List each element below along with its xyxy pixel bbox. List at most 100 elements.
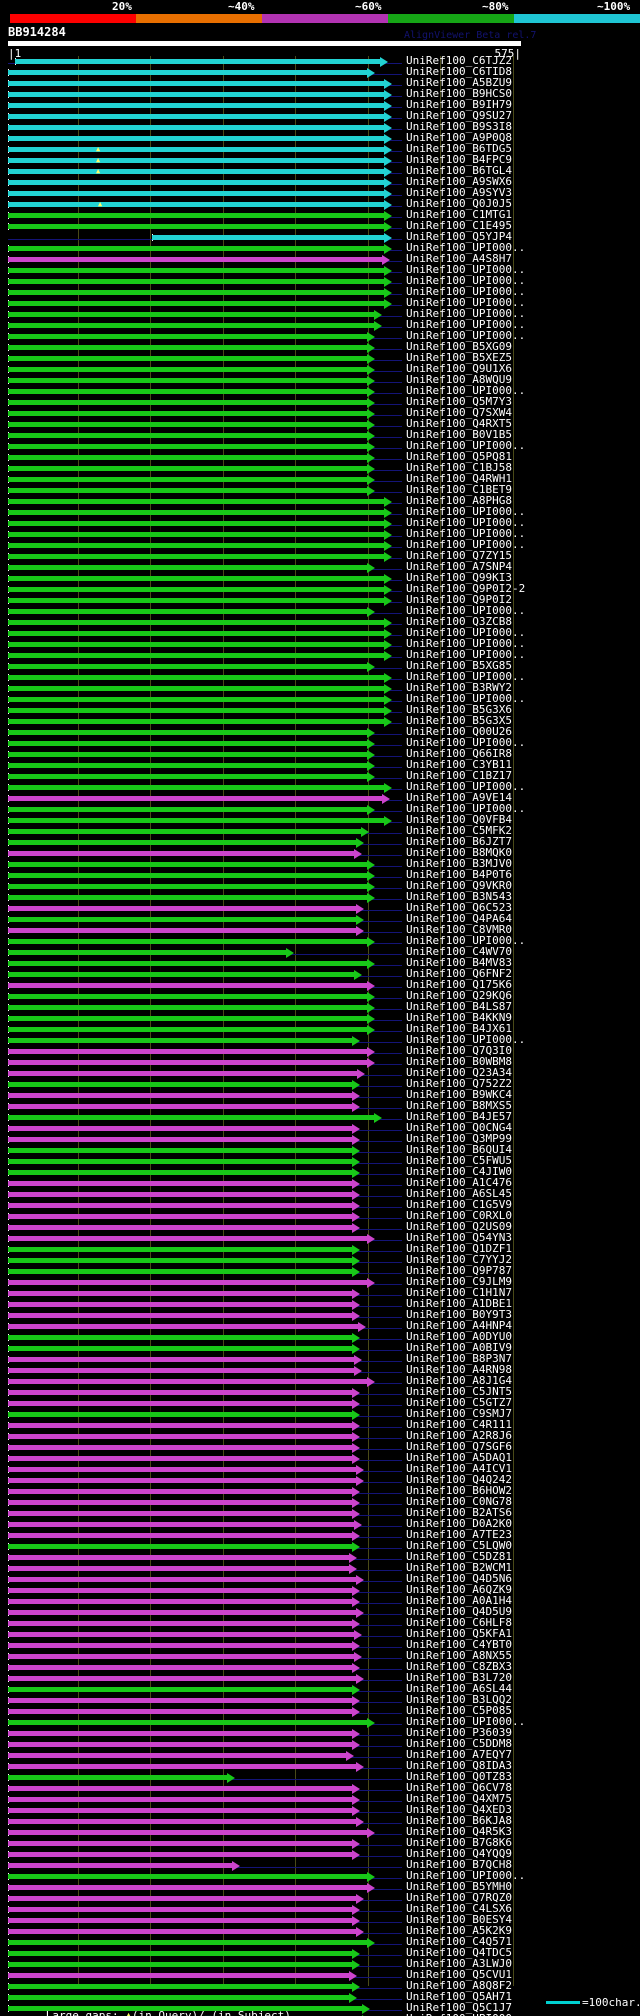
hit-label[interactable]: UniRef100_Q6FNF2 [406,967,512,980]
hsp-bar[interactable] [8,1016,367,1021]
hit-row[interactable]: UniRef100_B5XG09 [0,341,640,353]
hsp-bar[interactable] [8,499,384,504]
hit-label[interactable]: UniRef100_A9SWX6 [406,175,512,188]
hit-label[interactable]: UniRef100_B3LQQ2 [406,1693,512,1706]
hsp-bar[interactable] [8,1753,346,1758]
hit-label[interactable]: UniRef100_A0A1H4 [406,1594,512,1607]
hit-label[interactable]: UniRef100_B2WCM1 [406,1561,512,1574]
hsp-bar[interactable] [8,1533,352,1538]
hit-label[interactable]: UniRef100_B5G3X6 [406,703,512,716]
hsp-bar[interactable] [8,1731,352,1736]
hit-row[interactable]: UniRef100_A5DAQ1 [0,1452,640,1464]
hit-row[interactable]: UniRef100_UPI000.. [0,440,640,452]
hit-row[interactable]: UniRef100_C1BJ58 [0,462,640,474]
hit-row[interactable]: UniRef100_Q4YQQ9 [0,1848,640,1860]
hit-label[interactable]: UniRef100_UPI000.. [406,285,526,298]
hsp-bar[interactable] [15,59,380,64]
hit-row[interactable]: UniRef100_Q4TDC5 [0,1947,640,1959]
hit-label[interactable]: UniRef100_B4JE57 [406,1110,512,1123]
hit-row[interactable]: UniRef100_A2R8J6 [0,1429,640,1442]
hit-row[interactable]: UniRef100_UPI000.. [0,242,640,254]
hit-row[interactable]: UniRef100_UPI000.. [0,319,640,331]
hsp-bar[interactable] [8,1643,352,1648]
hit-row[interactable]: UniRef100_UPI000.. [0,330,640,342]
hit-label[interactable]: UniRef100_Q175K6 [406,978,512,991]
hit-row[interactable]: UniRef100_Q5KFA1 [0,1628,640,1640]
hit-row[interactable]: UniRef100_B4LS87 [0,1001,640,1013]
hit-label[interactable]: UniRef100_C5JNT5 [406,1385,512,1398]
hit-label[interactable]: UniRef100_C5FWU5 [406,1154,512,1167]
hit-label[interactable]: UniRef100_Q4D5N6 [406,1572,512,1585]
hit-row[interactable]: UniRef100_Q4R5K3 [0,1826,640,1838]
hsp-bar[interactable] [8,147,384,152]
hit-row[interactable]: UniRef100_B0ESY4 [0,1914,640,1926]
hsp-bar[interactable] [8,1192,352,1197]
hit-label[interactable]: UniRef100_Q0J0J5 [406,197,512,210]
hit-label[interactable]: UniRef100_C1BZ17 [406,769,512,782]
hit-label[interactable]: UniRef100_B0WBM8 [406,1055,512,1068]
hit-row[interactable]: UniRef100_A8WQU9 [0,374,640,386]
hsp-bar[interactable] [8,1786,352,1791]
hsp-bar[interactable] [8,1841,352,1846]
hsp-bar[interactable] [8,1665,352,1670]
hit-label[interactable]: UniRef100_A2R8J6 [406,1429,512,1442]
hsp-bar[interactable] [8,576,384,581]
hit-row[interactable]: UniRef100_B3LQQ2 [0,1693,640,1706]
hit-row[interactable]: UniRef100_A8Q8F2 [0,1980,640,1992]
hsp-bar[interactable] [8,1951,352,1956]
hit-row[interactable]: UniRef100_C1MTG1 [0,209,640,221]
hsp-bar[interactable] [8,1632,354,1637]
hit-label[interactable]: UniRef100_B0Y9T3 [406,1308,512,1321]
hit-row[interactable]: UniRef100_B6JZT7 [0,836,640,848]
hit-row[interactable]: UniRef100_B8MQK0 [0,847,640,859]
hsp-bar[interactable] [8,1357,354,1362]
hsp-bar[interactable] [8,1742,352,1747]
hsp-bar[interactable] [8,1577,356,1582]
hit-row[interactable]: UniRef100_Q6FNF2 [0,967,640,980]
hsp-bar[interactable] [8,312,374,317]
hsp-bar[interactable] [8,422,367,427]
hsp-bar[interactable] [8,1434,352,1439]
hsp-bar[interactable] [8,1423,352,1428]
hsp-bar[interactable] [8,1412,352,1417]
hit-label[interactable]: UniRef100_Q0CNG4 [406,1121,512,1134]
hit-row[interactable]: UniRef100_B6KJA8 [0,1815,640,1827]
hit-row[interactable]: UniRef100_B4FPC9 [0,154,640,166]
hit-row[interactable]: UniRef100_A0DYU0 [0,1331,640,1343]
hit-label[interactable]: UniRef100_Q7ZY15 [406,549,512,562]
hit-label[interactable]: UniRef100_A4S8H7 [406,252,512,265]
hsp-bar[interactable] [8,400,367,405]
hsp-bar[interactable] [8,510,384,515]
hsp-bar[interactable] [8,1907,352,1912]
hit-row[interactable]: UniRef100_UPI000.. [0,1870,640,1882]
hit-label[interactable]: UniRef100_C7YYJ2 [406,1253,512,1266]
hit-row[interactable]: UniRef100_C4Q571 [0,1936,640,1948]
hit-label[interactable]: UniRef100_C6TID8 [406,65,512,78]
hit-label[interactable]: UniRef100_UPI000.. [406,505,526,518]
hit-label[interactable]: UniRef100_UPI000.. [406,626,526,639]
hsp-bar[interactable] [8,1181,352,1186]
hsp-bar[interactable] [8,1005,367,1010]
hit-row[interactable]: UniRef100_Q4Q242 [0,1474,640,1486]
hsp-bar[interactable] [8,1984,352,1989]
hit-label[interactable]: UniRef100_A9SYV3 [406,186,512,199]
hit-row[interactable]: UniRef100_UPI000.. [0,671,640,683]
hsp-bar[interactable] [8,1225,352,1230]
hit-label[interactable]: UniRef100_C5DZ81 [406,1550,512,1563]
hsp-bar[interactable] [8,1478,356,1483]
hit-row[interactable]: UniRef100_B4JE57 [0,1110,640,1123]
hsp-bar[interactable] [8,1126,352,1131]
hsp-bar[interactable] [8,1962,352,1967]
hsp-bar[interactable] [8,1896,356,1901]
hit-label[interactable]: UniRef100_B9S3I8 [406,120,512,133]
hit-row[interactable]: UniRef100_Q29KQ6 [0,990,640,1002]
hit-row[interactable]: UniRef100_D0A2K0 [0,1518,640,1530]
hsp-bar[interactable] [8,2006,362,2011]
hit-label[interactable]: UniRef100_UPI000.. [406,604,526,617]
hit-label[interactable]: UniRef100_P36039 [406,1726,512,1739]
hit-row[interactable]: UniRef100_B3L720 [0,1672,640,1684]
hsp-bar[interactable] [8,1467,356,1472]
hit-label[interactable]: UniRef100_Q4XED3 [406,1803,512,1816]
hit-row[interactable]: UniRef100_A1DBE1 [0,1298,640,1310]
hit-label[interactable]: UniRef100_B6QUI4 [406,1143,512,1156]
